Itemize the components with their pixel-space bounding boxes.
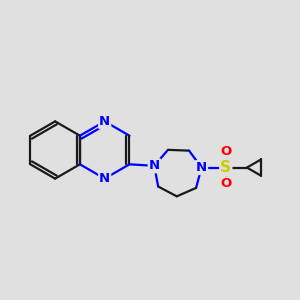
- Text: S: S: [220, 160, 231, 175]
- Text: N: N: [99, 172, 110, 185]
- Text: N: N: [99, 115, 110, 128]
- Text: N: N: [196, 161, 207, 174]
- Text: O: O: [220, 177, 231, 190]
- Text: O: O: [220, 145, 231, 158]
- Text: N: N: [149, 159, 160, 172]
